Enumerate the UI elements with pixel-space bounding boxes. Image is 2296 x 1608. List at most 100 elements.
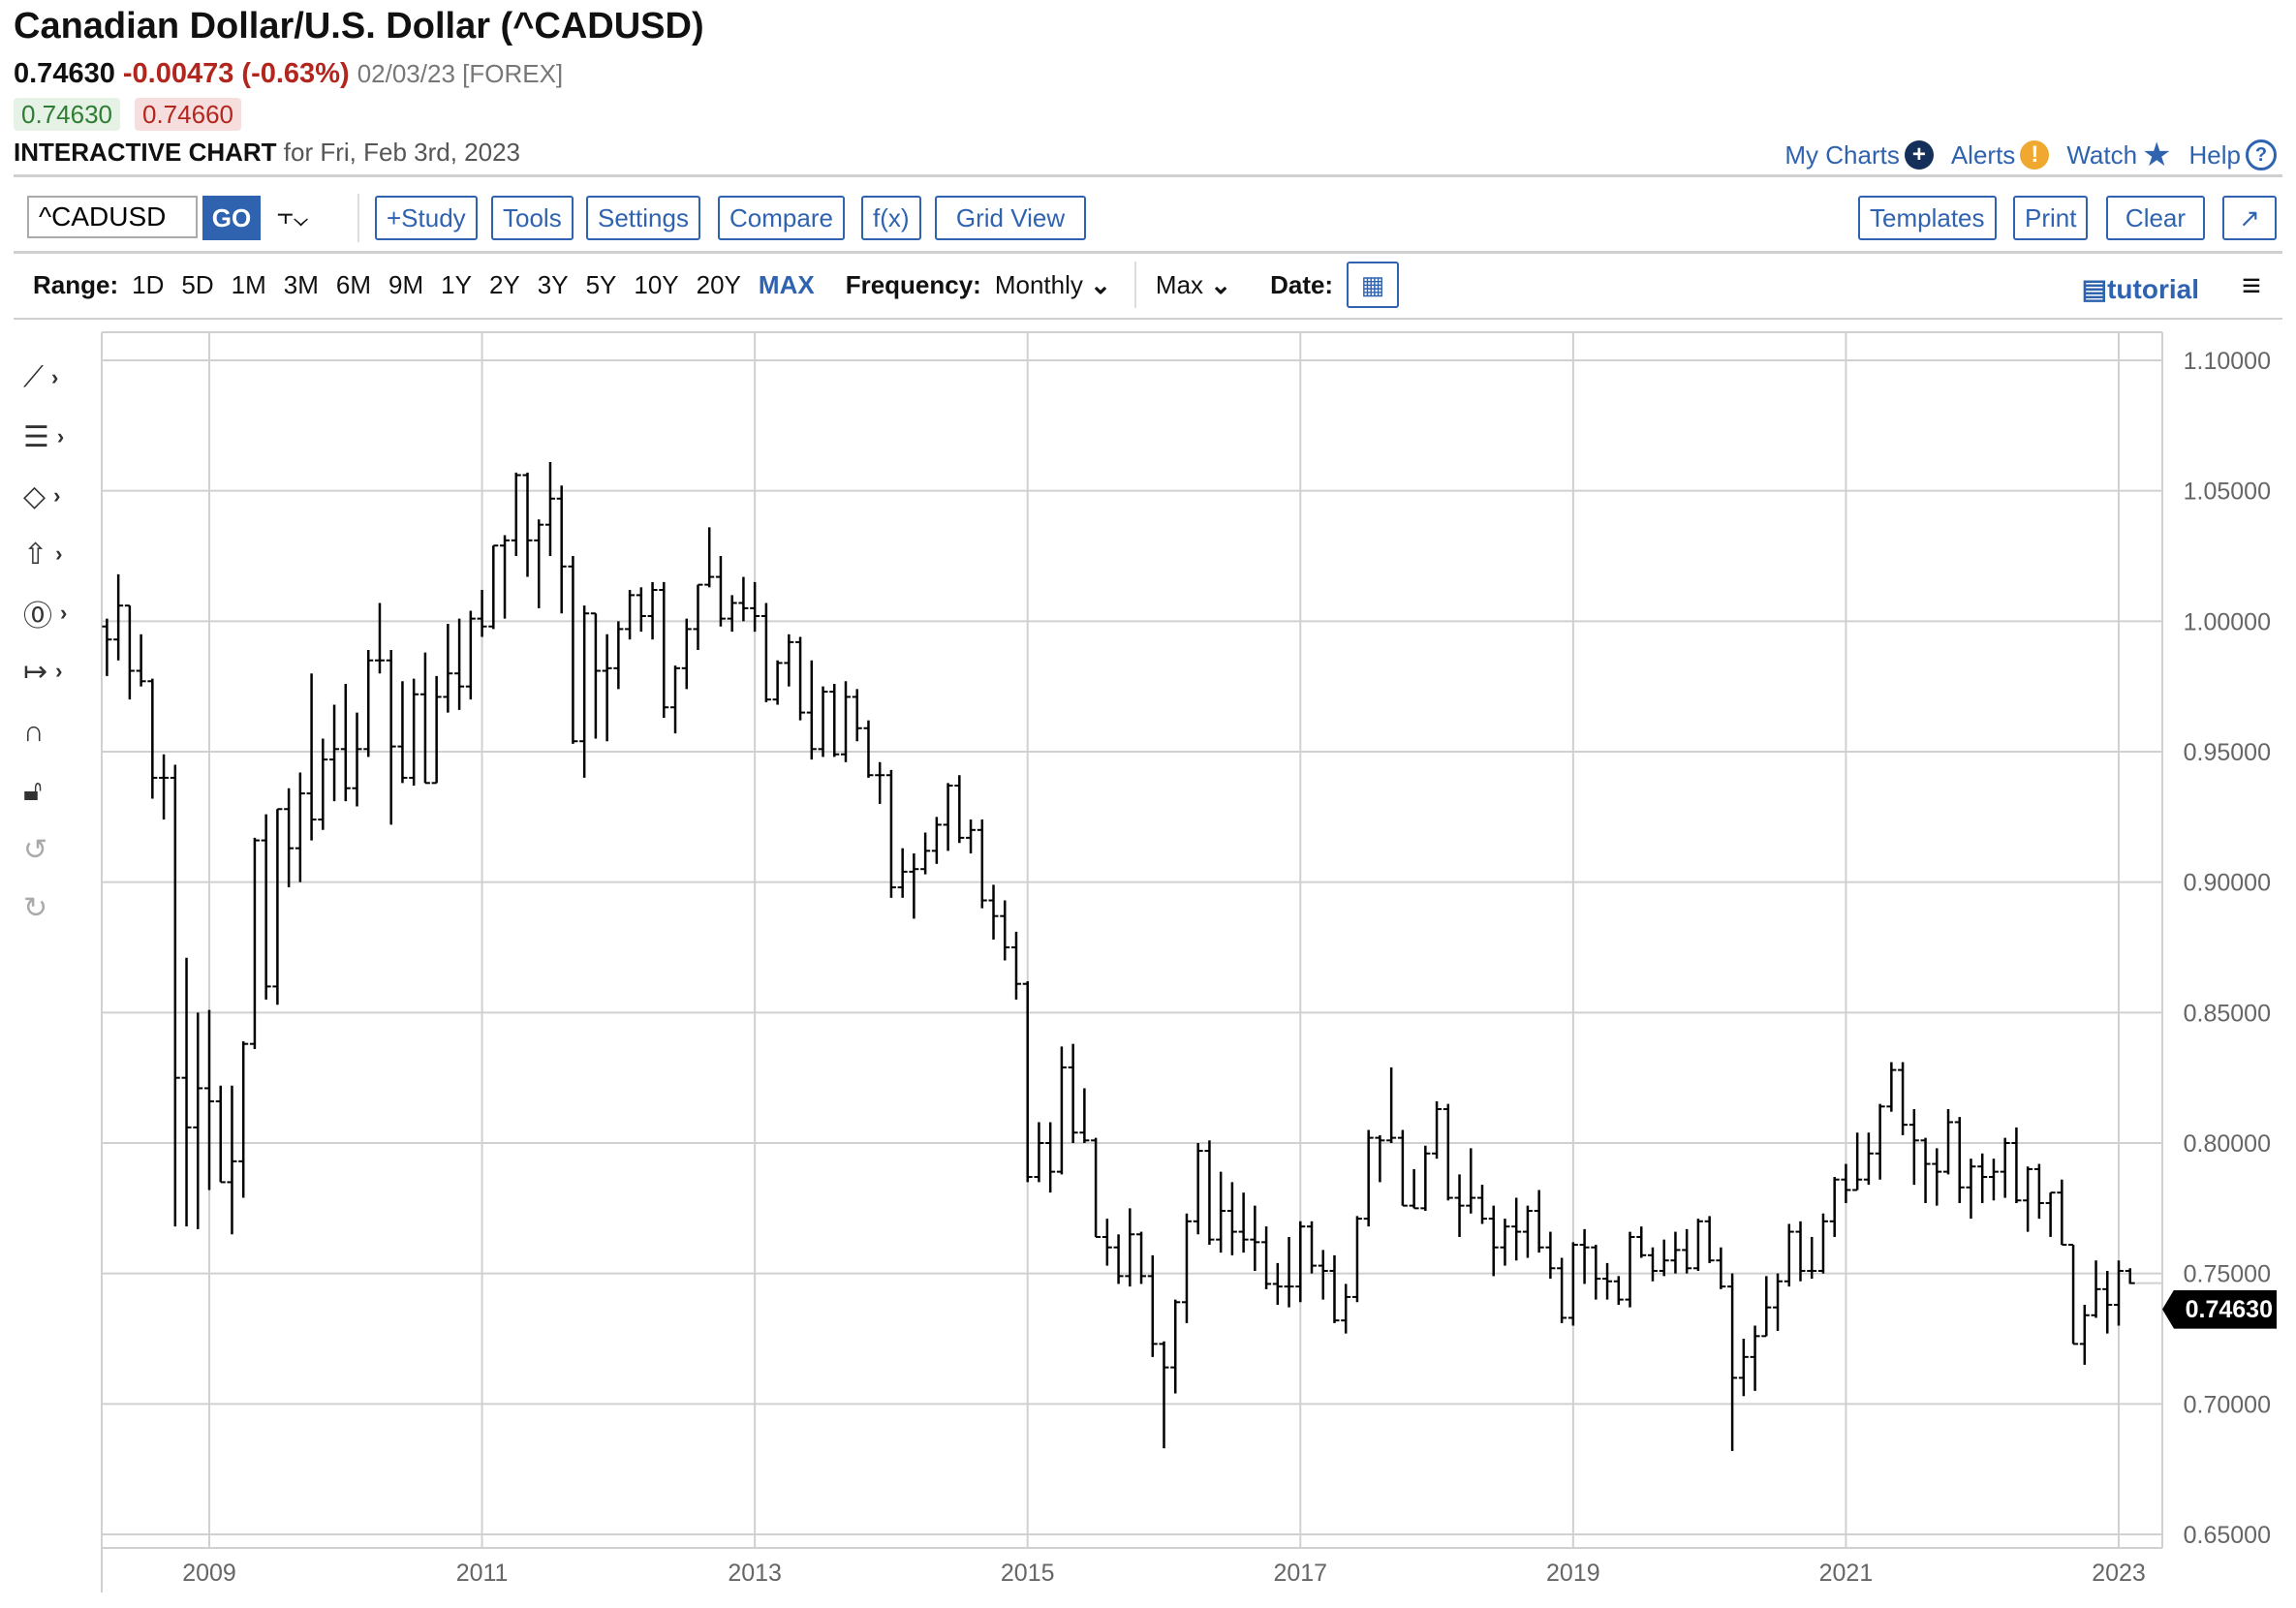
expand-button[interactable]: ↗ [2222, 196, 2277, 240]
ohlc-bar [1466, 1148, 1476, 1214]
undo-button[interactable]: ↺ [23, 830, 91, 869]
range-6m[interactable]: 6M [335, 269, 371, 299]
range-1m[interactable]: 1M [231, 269, 266, 299]
ohlc-bar [204, 1009, 214, 1191]
ohlc-bar [1738, 1339, 1749, 1397]
ohlc-bar [1716, 1247, 1726, 1289]
ohlc-bar [1817, 1213, 1828, 1274]
chevron-down-icon: ⌄ [1090, 269, 1111, 299]
tools-button[interactable]: Tools [491, 196, 574, 240]
ohlc-bar [181, 957, 192, 1227]
range-2y[interactable]: 2Y [488, 269, 520, 299]
ohlc-bar [1101, 1219, 1112, 1266]
range-1y[interactable]: 1Y [441, 269, 472, 299]
ohlc-bar [681, 618, 692, 690]
circle-zero-icon: ⓪ [23, 601, 52, 633]
shape-tool[interactable]: ◇ › [23, 477, 91, 515]
ohlc-bar [943, 783, 953, 851]
question-circle-icon: ? [2246, 139, 2277, 170]
study-button[interactable]: +Study [375, 196, 478, 240]
range-20y[interactable]: 20Y [696, 269, 741, 299]
date-exchange: 02/03/23 [FOREX] [357, 59, 564, 88]
ohlc-bar [1147, 1254, 1158, 1357]
chart-type-dropdown[interactable]: ⫟⌄ [277, 200, 308, 232]
ohlc-bar [352, 712, 362, 807]
ohlc-bar [1443, 1103, 1453, 1201]
ohlc-bar [511, 472, 521, 556]
range-3y[interactable]: 3Y [537, 269, 569, 299]
ohlc-bar [193, 1012, 203, 1229]
alerts-link[interactable]: Alerts ! [1951, 140, 2050, 170]
ohlc-bar [249, 837, 260, 1050]
fib-tool[interactable]: ☰ › [23, 417, 91, 456]
tutorial-link[interactable]: ▤tutorial [2082, 273, 2199, 305]
redo-icon: ↻ [23, 891, 48, 924]
ohlc-bar [954, 775, 965, 844]
my-charts-link[interactable]: My Charts + [1784, 140, 1934, 170]
range-5d[interactable]: 5D [181, 269, 214, 299]
range-label: Range: [33, 269, 119, 299]
watch-link[interactable]: Watch ★ [2066, 136, 2171, 174]
grid-view-button[interactable]: Grid View [935, 196, 1086, 240]
fib-icon: ☰ [23, 420, 49, 453]
line-tool[interactable]: ⟋ › [23, 358, 91, 397]
ohlc-bar [1647, 1247, 1658, 1282]
menu-icon[interactable]: ≡ [2242, 267, 2261, 304]
ohlc-bar [579, 605, 590, 778]
ohlc-bar [1034, 1122, 1044, 1183]
clear-button[interactable]: Clear [2106, 196, 2205, 240]
ohlc-bar [1829, 1177, 1840, 1237]
text-tool[interactable]: ⓪ › [23, 594, 91, 633]
ohlc-bar [784, 634, 794, 687]
ohlc-bar [772, 660, 783, 705]
range-max[interactable]: MAX [758, 269, 815, 299]
help-link[interactable]: Help ? [2189, 139, 2277, 170]
calendar-icon: ▦ [1360, 269, 1385, 299]
compare-button[interactable]: Compare [718, 196, 845, 240]
y-tick-label: 1.00000 [2184, 608, 2271, 635]
x-tick-label: 2015 [1001, 1560, 1055, 1587]
ohlc-bar [613, 621, 624, 690]
period-dropdown[interactable]: Max ⌄ [1156, 270, 1231, 300]
print-button[interactable]: Print [2013, 196, 2089, 240]
period-value: Max [1155, 269, 1204, 299]
ohlc-bar [329, 704, 340, 802]
function-button[interactable]: f(x) [861, 196, 921, 240]
line-draw-icon: ⟋ [23, 361, 44, 393]
settings-button[interactable]: Settings [586, 196, 700, 240]
range-1d[interactable]: 1D [132, 269, 165, 299]
go-button[interactable]: GO [202, 196, 261, 240]
ohlc-bar [556, 485, 567, 614]
redo-button[interactable]: ↻ [23, 888, 91, 927]
top-links: My Charts + Alerts ! Watch ★ Help ? [1784, 136, 2277, 174]
x-tick-label: 2023 [2092, 1560, 2146, 1587]
symbol-input[interactable] [27, 196, 198, 238]
ohlc-bar [1943, 1108, 1954, 1175]
page-title: Canadian Dollar/U.S. Dollar (^CADUSD) [14, 6, 704, 46]
ohlc-bar [488, 544, 499, 630]
lock-tool[interactable]: 🔓︎ [23, 772, 91, 811]
ohlc-bar [477, 590, 487, 637]
templates-button[interactable]: Templates [1858, 196, 1997, 240]
range-3m[interactable]: 3M [283, 269, 319, 299]
ohlc-bar [1534, 1190, 1544, 1253]
ohlc-bar [806, 660, 817, 760]
y-tick-label: 0.80000 [2184, 1130, 2271, 1158]
magnet-tool[interactable]: ∩ [23, 713, 91, 752]
divider [357, 194, 359, 242]
range-9m[interactable]: 9M [388, 269, 424, 299]
price-change: -0.00473 (-0.63%) [122, 58, 350, 89]
ohlc-bar [670, 665, 681, 734]
range-5y[interactable]: 5Y [585, 269, 617, 299]
ohlc-bar [1567, 1242, 1578, 1326]
frequency-dropdown[interactable]: Monthly ⌄ [995, 270, 1111, 300]
measure-tool[interactable]: ↦ › [23, 652, 91, 691]
arrow-tool[interactable]: ⇧ › [23, 535, 91, 573]
chevron-right-icon: › [53, 483, 61, 508]
ohlc-bar [1341, 1283, 1351, 1334]
ohlc-bar [1238, 1192, 1249, 1253]
calendar-button[interactable]: ▦ [1347, 262, 1400, 308]
y-tick-label: 0.65000 [2184, 1522, 2271, 1549]
range-10y[interactable]: 10Y [634, 269, 679, 299]
